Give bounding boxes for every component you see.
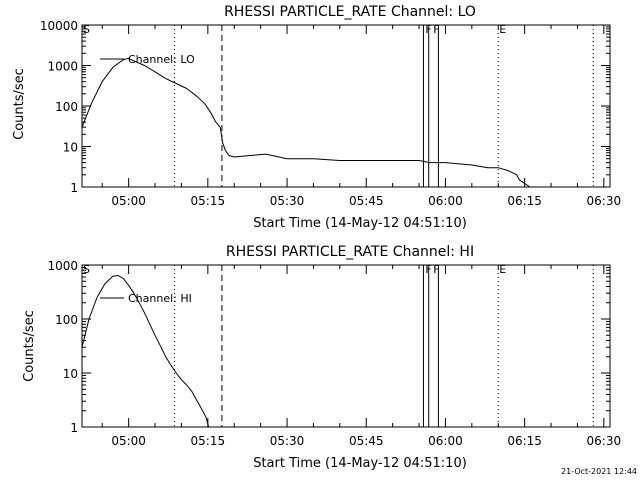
y-tick-label: 1000 bbox=[47, 60, 78, 74]
y-tick-label: 100 bbox=[55, 313, 78, 327]
flag-label: E bbox=[499, 263, 506, 276]
y-tick-label: 10000 bbox=[40, 19, 78, 33]
series-line-hi bbox=[81, 275, 210, 428]
chart-title-hi: RHESSI PARTICLE_RATE Channel: HI bbox=[226, 244, 474, 260]
x-tick-label: 05:30 bbox=[270, 434, 305, 448]
y-tick-label: 100 bbox=[55, 100, 78, 114]
y-axis-label-lo: Counts/sec bbox=[12, 68, 27, 140]
y-axis-label-hi: Counts/sec bbox=[22, 310, 37, 382]
y-tick-label: 10 bbox=[63, 367, 78, 381]
x-tick-label: 05:45 bbox=[349, 194, 384, 208]
legend-label-hi: Channel: HI bbox=[128, 292, 192, 305]
panel-hi: RHESSI PARTICLE_RATE Channel: HI Start T… bbox=[22, 244, 621, 471]
x-tick-label: 06:15 bbox=[507, 194, 542, 208]
x-tick-label: 06:15 bbox=[507, 434, 542, 448]
x-tick-label: 05:45 bbox=[349, 434, 384, 448]
x-tick-label: 05:30 bbox=[270, 194, 305, 208]
chart-title-lo: RHESSI PARTICLE_RATE Channel: LO bbox=[224, 4, 476, 20]
x-axis-label-lo: Start Time (14-May-12 04:51:10) bbox=[253, 216, 467, 231]
y-tick-label: 10 bbox=[63, 141, 78, 155]
date-stamp: 21-Oct-2021 12:44 bbox=[561, 467, 637, 476]
panel-lo: RHESSI PARTICLE_RATE Channel: LO Start T… bbox=[12, 4, 621, 231]
x-tick-label: 06:00 bbox=[428, 194, 463, 208]
x-tick-label: 06:30 bbox=[587, 194, 622, 208]
x-axis-label-hi: Start Time (14-May-12 04:51:10) bbox=[253, 456, 467, 471]
x-tick-label: 06:30 bbox=[587, 434, 622, 448]
x-tick-label: 05:15 bbox=[191, 194, 226, 208]
flag-label: E bbox=[499, 23, 506, 36]
flag-label: F bbox=[425, 263, 431, 276]
y-tick-label: 1 bbox=[70, 181, 78, 195]
flag-label: F bbox=[433, 23, 439, 36]
x-tick-label: 05:00 bbox=[111, 194, 146, 208]
series-line-lo bbox=[81, 57, 531, 188]
legend-label-lo: Channel: LO bbox=[128, 53, 195, 66]
x-tick-label: 05:00 bbox=[111, 434, 146, 448]
x-tick-label: 05:15 bbox=[191, 434, 226, 448]
y-tick-label: 1000 bbox=[47, 259, 78, 273]
flag-label: S bbox=[83, 263, 90, 276]
x-tick-label: 06:00 bbox=[428, 434, 463, 448]
flag-label: F bbox=[425, 23, 431, 36]
flag-label: F bbox=[433, 263, 439, 276]
y-tick-label: 1 bbox=[70, 421, 78, 435]
flag-label: S bbox=[83, 23, 90, 36]
